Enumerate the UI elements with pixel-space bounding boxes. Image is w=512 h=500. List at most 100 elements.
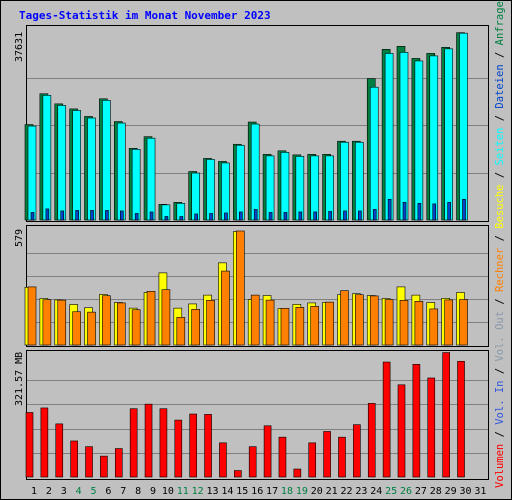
x-axis-day-label: 23 xyxy=(355,486,367,497)
volume-bar xyxy=(55,423,64,478)
hosts-bar xyxy=(444,299,453,346)
files-bar xyxy=(355,141,364,221)
volume-bar xyxy=(174,419,183,478)
files-bar xyxy=(325,155,334,221)
x-axis-day-label: 12 xyxy=(192,486,204,497)
panel-visits-max-label: 579 xyxy=(14,229,25,247)
pages-bar xyxy=(328,211,332,221)
pages-bar xyxy=(164,216,169,221)
files-bar xyxy=(236,144,245,221)
files-bar xyxy=(102,100,111,221)
pages-bar xyxy=(358,210,362,221)
volume-bar xyxy=(382,361,391,478)
x-axis-day-labels: 1 2 3 4 5 6 7 8 9 10 11 12 13 14 15 16 17 18 19 20 21 22 23 24 2… xyxy=(31,486,486,497)
volume-bar xyxy=(457,360,465,478)
x-axis-day-label: 17 xyxy=(266,486,278,497)
files-bar xyxy=(27,125,37,221)
x-axis-day-label: 24 xyxy=(370,486,382,497)
volume-bar xyxy=(293,468,302,478)
files-bar xyxy=(146,137,156,221)
hosts-bar xyxy=(131,309,141,346)
x-axis-day-label: 29 xyxy=(445,486,457,497)
pages-bar xyxy=(119,210,124,221)
pages-bar xyxy=(313,211,318,221)
hosts-bar xyxy=(146,291,156,346)
x-axis-day-label: 21 xyxy=(326,486,338,497)
pages-bar xyxy=(75,210,79,221)
volume-bar xyxy=(323,431,331,478)
volume-bar xyxy=(85,446,93,478)
volume-bar xyxy=(129,408,138,478)
volume-bar xyxy=(204,414,212,478)
legend-item: / xyxy=(494,362,506,381)
x-axis-day-label: 22 xyxy=(340,486,352,497)
legend-item: Rechner xyxy=(494,248,506,292)
files-bar xyxy=(444,48,453,221)
x-axis-day-label: 14 xyxy=(221,486,233,497)
pages-bar xyxy=(105,210,109,221)
files-bar xyxy=(221,162,230,221)
pages-bar xyxy=(387,198,392,221)
pages-bar xyxy=(402,202,407,221)
hosts-bar xyxy=(102,295,111,346)
volume-bar xyxy=(25,412,34,478)
x-axis-day-label: 1 xyxy=(31,486,37,497)
files-bar xyxy=(265,155,275,221)
x-axis-day-label: 4 xyxy=(76,486,82,497)
pages-bar xyxy=(209,213,213,221)
x-axis-day-label: 2 xyxy=(46,486,52,497)
pages-bar xyxy=(179,216,184,221)
hosts-bar xyxy=(57,299,67,346)
x-axis-day-label: 10 xyxy=(162,486,174,497)
x-axis-day-label: 11 xyxy=(177,486,189,497)
x-axis-day-label: 26 xyxy=(400,486,412,497)
panel-requests: 37631 xyxy=(14,25,489,222)
panel-volume-max-label: 321.57 MB xyxy=(14,352,25,406)
hosts-bar xyxy=(429,308,439,346)
files-bar xyxy=(340,141,349,221)
files-bar xyxy=(399,52,409,221)
panel-requests-bars xyxy=(24,32,468,221)
volume-bar xyxy=(248,446,257,478)
files-bar xyxy=(131,149,141,221)
volume-bar xyxy=(338,436,346,478)
files-bar xyxy=(310,155,320,221)
volume-bar xyxy=(308,442,317,478)
pages-bar xyxy=(149,211,154,221)
files-bar xyxy=(384,53,394,221)
pages-bar xyxy=(298,211,303,221)
chart-title: Tages-Statistik im Monat November 2023 xyxy=(19,9,271,22)
hosts-bar xyxy=(42,299,52,346)
pages-bar xyxy=(372,209,377,221)
legend-item: / xyxy=(494,166,506,185)
hosts-bar xyxy=(161,289,171,346)
pages-bar xyxy=(90,210,94,221)
legend-item: / xyxy=(494,45,506,64)
volume-bar xyxy=(367,403,376,478)
x-axis-day-label: 6 xyxy=(105,486,111,497)
x-axis-day-label: 18 xyxy=(281,486,293,497)
legend-item: Dateien xyxy=(494,64,506,108)
legend-item: / xyxy=(494,292,506,311)
volume-bar xyxy=(144,403,153,478)
files-bar xyxy=(116,122,126,221)
hosts-bar xyxy=(280,308,290,346)
files-bar xyxy=(72,110,81,221)
x-axis-day-label: 19 xyxy=(296,486,308,497)
legend-item: Besuche xyxy=(494,184,506,228)
hosts-bar xyxy=(116,302,126,346)
pages-bar xyxy=(224,212,228,221)
legend-item: Vol. Out xyxy=(494,311,506,362)
files-bar xyxy=(87,117,96,221)
x-axis-day-label: 13 xyxy=(207,486,219,497)
pages-bar xyxy=(239,211,243,221)
pages-bar xyxy=(134,213,139,221)
volume-bar xyxy=(412,364,421,478)
hosts-bar xyxy=(250,294,260,346)
x-axis-day-label: 15 xyxy=(236,486,248,497)
hosts-bar xyxy=(221,270,230,346)
hosts-bar xyxy=(340,290,349,346)
hosts-bar xyxy=(206,300,215,346)
x-axis-day-label: 27 xyxy=(415,486,427,497)
